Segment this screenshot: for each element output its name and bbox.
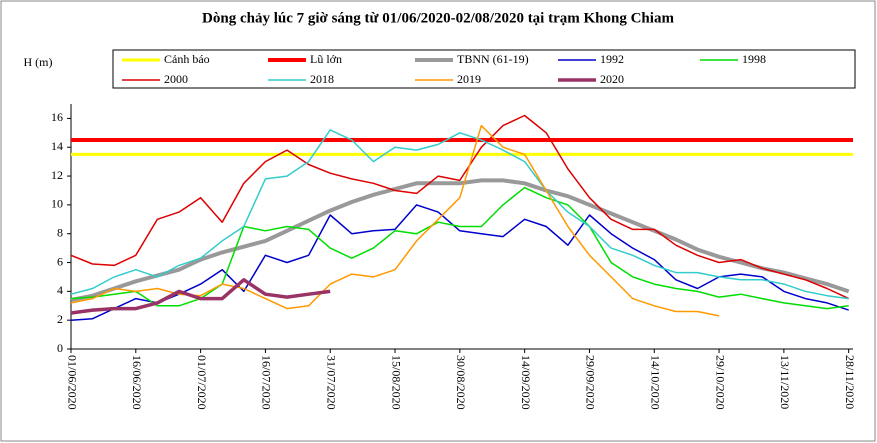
legend-label: 2019: [457, 72, 481, 86]
x-tick-label: 31/07/2020: [324, 355, 338, 410]
series-line: [70, 178, 850, 302]
legend-label: 2018: [310, 72, 334, 86]
legend-label: 2000: [164, 72, 188, 86]
x-tick-label: 14/10/2020: [649, 355, 663, 410]
series-line: [70, 129, 849, 300]
y-tick-label: 4: [57, 283, 63, 297]
chart-title: Dòng chảy lúc 7 giờ sáng từ 01/06/2020-0…: [202, 10, 674, 26]
series-line: [70, 278, 331, 315]
legend-box: [112, 49, 856, 89]
y-tick-label: 10: [51, 197, 63, 211]
x-tick-label: 13/11/2020: [778, 355, 792, 409]
x-tick-label: 16/06/2020: [130, 355, 144, 410]
x-tick-label: 29/10/2020: [713, 355, 727, 410]
x-tick-label: 01/07/2020: [195, 355, 209, 410]
x-tick-label: 28/11/2020: [843, 355, 857, 409]
series-line: [70, 114, 850, 300]
x-tick-label: 16/07/2020: [260, 355, 274, 410]
y-tick-label: 12: [51, 168, 63, 182]
legend-label: 1992: [600, 52, 624, 66]
y-tick-label: 14: [51, 139, 63, 153]
y-tick-label: 16: [51, 110, 63, 124]
x-tick-label: 29/09/2020: [584, 355, 598, 410]
legend-label: Lũ lớn: [310, 52, 342, 66]
y-axis-label: H (m): [24, 55, 53, 69]
y-tick-label: 2: [57, 312, 63, 326]
legend-label: 2020: [600, 72, 624, 86]
series-line: [70, 124, 720, 317]
x-tick-label: 14/09/2020: [519, 355, 533, 410]
x-tick-label: 01/06/2020: [65, 355, 79, 410]
y-tick-label: 6: [57, 254, 63, 268]
x-tick-label: 30/08/2020: [454, 355, 468, 410]
legend-label: TBNN (61-19): [457, 52, 529, 66]
legend-label: 1998: [742, 52, 766, 66]
y-tick-label: 0: [57, 341, 63, 355]
y-tick-label: 8: [57, 225, 63, 239]
legend-label: Cảnh báo: [164, 52, 210, 66]
x-tick-label: 15/08/2020: [389, 355, 403, 410]
